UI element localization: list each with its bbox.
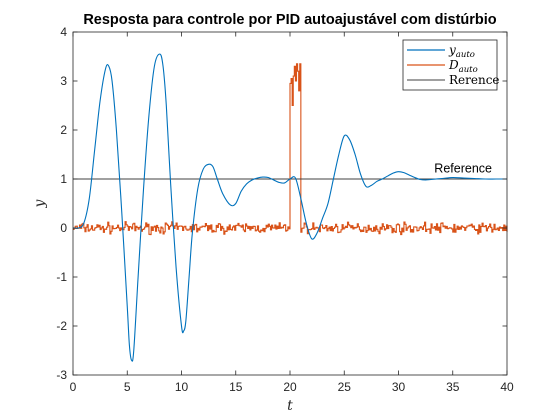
- x-tick-label: 35: [446, 380, 460, 394]
- x-axis-label: t: [287, 398, 293, 414]
- legend-label-reference: Rerence: [449, 73, 500, 87]
- legend-label-d-auto: Dauto: [448, 58, 478, 75]
- x-tick-label: 10: [175, 380, 189, 394]
- y-tick-label: 2: [60, 123, 67, 137]
- series-d-auto-line: [73, 63, 508, 236]
- chart-title: Resposta para controle por PID autoajust…: [83, 12, 496, 28]
- x-tick-label: 15: [229, 380, 243, 394]
- x-tick-label: 40: [500, 380, 514, 394]
- y-tick-label: 3: [60, 74, 67, 88]
- legend-label-d-auto-sub: auto: [459, 65, 478, 75]
- x-tick-label: 0: [70, 380, 77, 394]
- y-tick-label: -2: [56, 319, 67, 333]
- legend: yauto Dauto Rerence: [402, 39, 500, 91]
- tick-layer: 0 5 10 15 20 25 30 35 40 -3 -2 -1 0 1 2 3 4: [56, 25, 514, 394]
- y-axis-label: y: [32, 198, 48, 208]
- legend-label-d-auto-main: D: [448, 58, 459, 72]
- legend-label-y-auto-sub: auto: [456, 50, 475, 60]
- series-layer: [72, 53, 508, 362]
- y-tick-label: 4: [60, 25, 67, 39]
- x-tick-label: 25: [338, 380, 352, 394]
- x-tick-label: 30: [392, 380, 406, 394]
- x-tick-label: 20: [283, 380, 297, 394]
- y-tick-label: 0: [60, 221, 67, 235]
- x-tick-label: 5: [124, 380, 131, 394]
- legend-label-y-auto: yauto: [448, 43, 475, 60]
- series-y-auto-line: [72, 53, 507, 362]
- legend-label-y-auto-main: y: [448, 43, 456, 57]
- y-tick-label: -3: [56, 368, 67, 382]
- reference-annotation: Reference: [434, 162, 492, 176]
- y-tick-label: 1: [60, 172, 67, 186]
- y-tick-label: -1: [56, 270, 67, 284]
